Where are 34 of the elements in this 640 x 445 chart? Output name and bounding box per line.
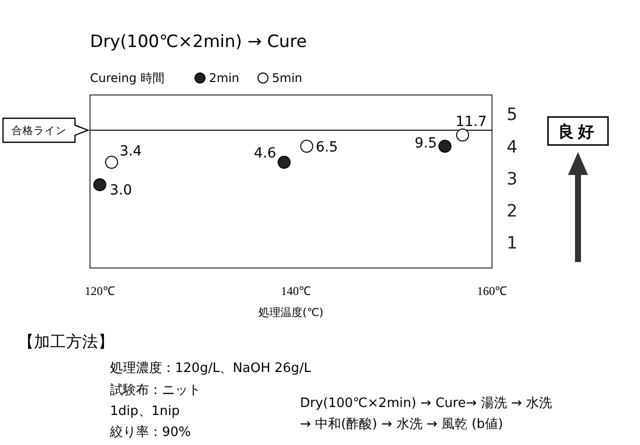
point <box>278 156 291 169</box>
x-tick-label: 140℃ <box>280 284 311 298</box>
y-tick-label: 4 <box>506 137 518 158</box>
chart-title: Dry(100℃×2min) → Cure <box>90 32 307 52</box>
x-axis-title: 処理温度(℃) <box>258 306 324 319</box>
annotation: 9.5 <box>414 135 437 152</box>
legend-label: 2min <box>209 71 240 85</box>
annotation: 11.7 <box>456 114 487 130</box>
text: → 中和(酢酸) → 水洗 → 風乾 (b値) <box>300 417 504 432</box>
point <box>93 178 106 192</box>
text: 処理濃度：120g/L、NaOH 26g/L <box>110 360 312 376</box>
text: 【加工方法】 <box>18 332 114 351</box>
annotation: 4.6 <box>254 145 276 162</box>
annotation: 6.5 <box>316 139 338 156</box>
point <box>105 156 118 169</box>
x-tick-label: 120℃ <box>84 284 115 298</box>
point <box>456 128 470 142</box>
text: 1dip、1nip <box>110 404 180 419</box>
text: 試験布：ニット <box>110 383 201 398</box>
point <box>438 140 452 153</box>
legend-title: Cureing 時間 <box>90 71 164 85</box>
y-tick-label: 3 <box>506 169 518 190</box>
y-tick-label: 5 <box>506 105 518 126</box>
y-tick-label: 1 <box>506 233 518 254</box>
point <box>300 140 314 153</box>
annotation: 3.0 <box>110 182 132 199</box>
annotation: 3.4 <box>120 143 142 160</box>
text: 絞り率：90% <box>109 424 191 440</box>
text: 良好 <box>558 122 598 141</box>
x-tick-label: 160℃ <box>477 284 507 298</box>
legend-label: 5min <box>272 71 302 85</box>
y-tick-label: 2 <box>506 201 518 222</box>
text: Dry(100℃×2min) → Cure→ 湯洗 → 水洗 <box>300 396 552 411</box>
ref-line-label: 合格ライン <box>12 124 66 138</box>
